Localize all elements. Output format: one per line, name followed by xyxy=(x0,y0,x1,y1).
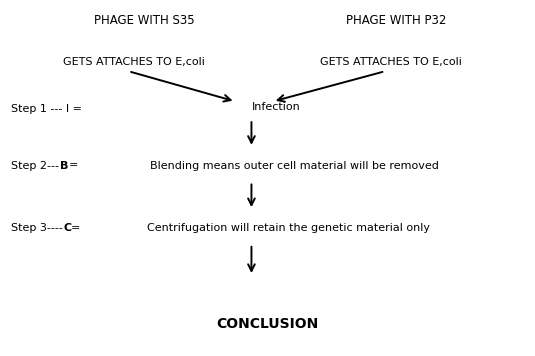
Text: PHAGE WITH P32: PHAGE WITH P32 xyxy=(346,14,446,27)
Text: Step 3----: Step 3---- xyxy=(11,223,63,233)
Text: GETS ATTACHES TO E,coli: GETS ATTACHES TO E,coli xyxy=(63,57,205,67)
Text: =: = xyxy=(71,223,81,233)
Text: C: C xyxy=(63,223,71,233)
Text: CONCLUSION: CONCLUSION xyxy=(216,317,319,331)
Text: Step 2---: Step 2--- xyxy=(11,161,62,171)
Text: PHAGE WITH S35: PHAGE WITH S35 xyxy=(94,14,195,27)
Text: Infection: Infection xyxy=(251,102,300,112)
Text: Step 1 --- I =: Step 1 --- I = xyxy=(11,104,82,114)
Text: B: B xyxy=(60,161,68,171)
Text: Blending means outer cell material will be removed: Blending means outer cell material will … xyxy=(150,161,439,171)
Text: =: = xyxy=(68,161,78,171)
Text: GETS ATTACHES TO E,coli: GETS ATTACHES TO E,coli xyxy=(319,57,462,67)
Text: Centrifugation will retain the genetic material only: Centrifugation will retain the genetic m… xyxy=(148,223,430,233)
